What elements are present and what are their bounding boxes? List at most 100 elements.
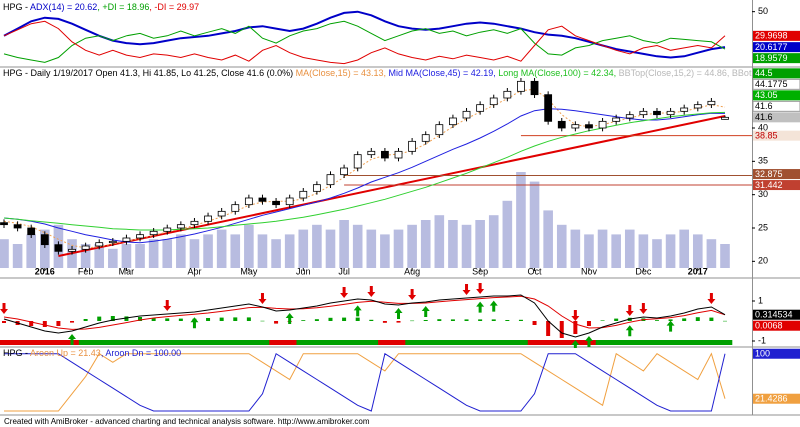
volume-bar xyxy=(257,234,268,268)
trend-strip xyxy=(0,340,12,345)
panel-title: HPG - Daily 1/19/2017 Open 41.3, Hi 41.8… xyxy=(3,68,752,78)
volume-bar xyxy=(40,229,50,268)
histogram-bar xyxy=(2,321,6,323)
value-label-bg xyxy=(753,348,800,359)
value-label-bg xyxy=(753,68,800,79)
candle-body xyxy=(408,140,417,152)
value-label: 18.9579 xyxy=(755,53,788,63)
line xyxy=(3,20,726,63)
trend-strip xyxy=(38,340,53,345)
sell-arrow xyxy=(625,305,634,316)
value-label: 44.1775 xyxy=(755,79,788,89)
candle-body xyxy=(326,174,335,186)
volume-bar xyxy=(488,215,499,268)
histogram-bar xyxy=(165,318,170,321)
line xyxy=(3,295,726,330)
candle-body xyxy=(517,80,525,92)
sell-arrow xyxy=(340,287,349,298)
trend-strip xyxy=(174,340,189,345)
trend-strip xyxy=(51,340,66,345)
value-label: 0.314534 xyxy=(755,310,793,320)
candle-body xyxy=(13,224,22,229)
candle-body xyxy=(530,80,539,96)
trend-strip xyxy=(214,340,229,345)
volume-bar xyxy=(339,220,349,268)
buy-arrow xyxy=(285,313,294,324)
y-tick-label: 50 xyxy=(758,6,768,16)
line xyxy=(3,20,726,65)
candle-body xyxy=(163,227,172,232)
candle-body xyxy=(231,204,240,212)
panel xyxy=(0,283,733,348)
x-tick-label: Mar xyxy=(119,266,135,276)
candle-body xyxy=(299,190,308,199)
histogram-bar xyxy=(178,318,183,321)
sell-arrow xyxy=(258,293,267,304)
value-label-bg xyxy=(753,309,800,320)
volume-bar xyxy=(135,244,145,268)
trend-strip xyxy=(677,340,692,345)
trend-strip xyxy=(10,340,25,345)
value-label-bg xyxy=(753,169,800,180)
volume-bar xyxy=(638,234,649,268)
histogram-bar xyxy=(219,317,224,321)
candle-body xyxy=(40,234,49,246)
trend-strip xyxy=(269,340,284,345)
title-part: HPG - xyxy=(3,348,30,358)
histogram-bar xyxy=(29,321,34,326)
title-part: MA(Close,15) = 43.13, xyxy=(296,68,389,78)
histogram-bar xyxy=(614,318,619,321)
value-label-bg xyxy=(753,320,800,331)
candle-body xyxy=(721,116,729,120)
histogram-bar xyxy=(97,316,102,321)
trend-strip xyxy=(473,340,488,345)
histogram-bar xyxy=(274,321,279,324)
histogram-bar xyxy=(423,320,428,321)
candle-body xyxy=(340,167,348,176)
panel: HPG - Daily 1/19/2017 Open 41.3, Hi 41.8… xyxy=(0,68,752,268)
trend-strip xyxy=(78,340,93,345)
candle-body xyxy=(367,150,376,156)
trend-strip xyxy=(486,340,502,345)
trend-strip xyxy=(432,340,447,345)
x-tick-label: Dec xyxy=(635,266,652,276)
histogram-bar xyxy=(437,319,442,321)
volume-bar xyxy=(244,224,254,268)
sell-arrow xyxy=(367,286,376,297)
histogram-bar xyxy=(314,319,319,321)
volume-bar xyxy=(393,229,404,268)
value-label-bg xyxy=(752,78,800,90)
histogram-bar xyxy=(654,320,659,321)
x-tick-label: Jul xyxy=(338,266,350,276)
histogram-bar xyxy=(668,319,673,321)
volume-bar xyxy=(271,239,281,268)
histogram-bar xyxy=(709,317,714,321)
candle-body xyxy=(136,234,144,239)
footer: Created with AmiBroker - advanced charti… xyxy=(4,417,370,426)
panel-title: HPG - Aroon Up = 21.43, Aroon Dn = 100.0… xyxy=(3,348,181,358)
volume-bar xyxy=(0,239,9,268)
candle-body xyxy=(571,124,580,129)
candle-body xyxy=(381,150,389,159)
histogram-bar xyxy=(124,316,129,321)
candle-body xyxy=(449,117,457,126)
trend-strip xyxy=(119,340,134,345)
volume-bar xyxy=(570,229,581,268)
histogram-bar xyxy=(83,319,88,321)
volume-bar xyxy=(94,244,105,268)
value-label: 31.442 xyxy=(755,180,783,190)
candle-body xyxy=(680,107,689,112)
buy-arrow xyxy=(353,305,362,317)
histogram-bar xyxy=(695,317,700,321)
volume-bar xyxy=(584,234,594,268)
candle-body xyxy=(176,224,185,229)
histogram-bar xyxy=(518,319,523,321)
x-tick-label: Feb xyxy=(78,266,94,276)
trend-strip xyxy=(310,340,325,345)
volume-bar xyxy=(162,239,173,268)
volume-bar xyxy=(706,239,717,268)
trend-strip xyxy=(282,340,297,345)
buy-arrow xyxy=(625,325,634,337)
volume-bar xyxy=(121,244,132,268)
volume-bar xyxy=(189,239,200,268)
